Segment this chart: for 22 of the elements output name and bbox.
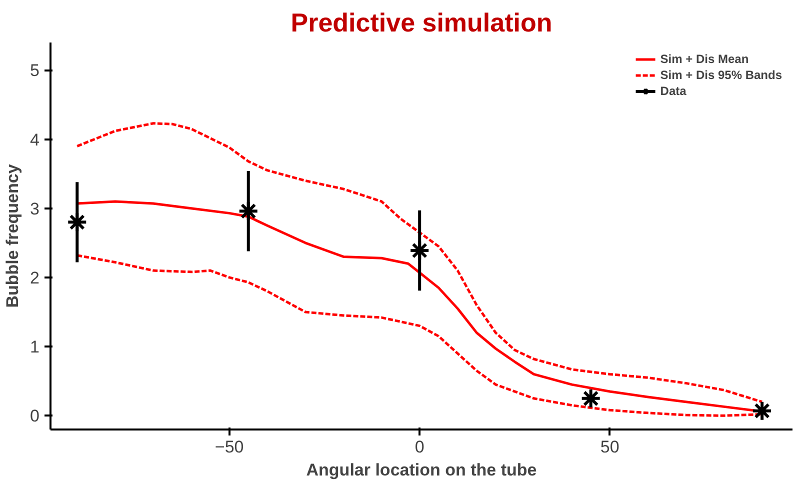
point: [409, 240, 430, 262]
point: [238, 200, 259, 222]
line-series: [76, 254, 764, 417]
y-axis-title: Bubble frequency: [3, 164, 22, 308]
y-tick-label: 5: [30, 61, 40, 80]
line-series: [76, 122, 764, 404]
point: [580, 388, 602, 409]
y-tick-label: 0: [30, 406, 40, 426]
chart-title: Predictive simulation: [290, 8, 552, 38]
y-tick-label: 1: [30, 338, 40, 357]
legend-label: Data: [660, 84, 686, 98]
x-tick-label: 0: [414, 438, 424, 456]
y-tick-label: 4: [30, 130, 40, 150]
y-tick-label: 2: [30, 268, 40, 288]
x-tick-label: 50: [600, 438, 620, 456]
point: [66, 212, 88, 233]
point: [752, 400, 773, 422]
y-tick-label: 3: [30, 199, 40, 218]
legend-label: Sim + Dis 95% Bands: [660, 68, 782, 82]
x-tick-label: −50: [214, 438, 244, 456]
legend-label: Sim + Dis Mean: [660, 52, 749, 66]
x-axis-title: Angular location on the tube: [306, 460, 537, 480]
